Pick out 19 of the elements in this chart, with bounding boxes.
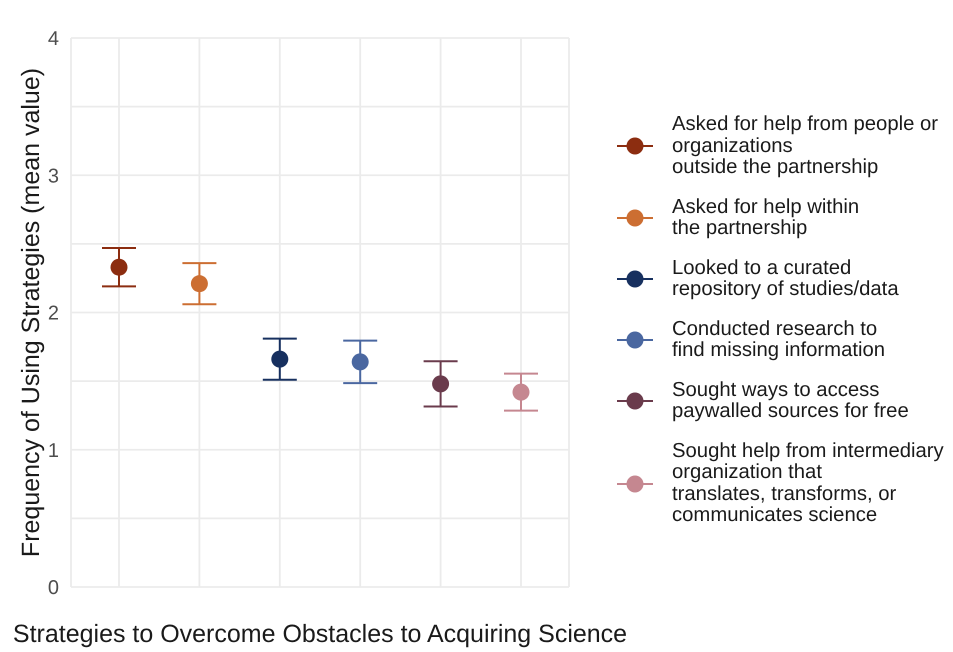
legend-label: Sought ways to access paywalled sources for free xyxy=(672,378,909,422)
point xyxy=(271,350,288,368)
y-tick-label: 3 xyxy=(48,165,59,188)
x-axis-title: Strategies to Overcome Obstacles to Acquiring Science xyxy=(12,619,628,649)
point xyxy=(512,384,530,401)
point xyxy=(190,275,208,292)
legend-label: Asked for help from people or organizations outside the partnership xyxy=(672,113,938,178)
y-axis-title: Frequency of Using Strategies (mean value) xyxy=(16,68,45,558)
y-tick-label: 2 xyxy=(48,302,59,325)
point xyxy=(110,258,128,276)
legend-label: Conducted research to find missing information xyxy=(672,318,886,362)
point xyxy=(352,353,369,370)
legend-label: Sought help from intermediary organization that translates, transforms, or communicates science xyxy=(672,440,944,526)
legend-label: Looked to a curated repository of studies/data xyxy=(672,256,899,300)
y-tick-label: 4 xyxy=(48,28,59,50)
point xyxy=(432,375,450,392)
legend-label: Asked for help within the partnership xyxy=(672,196,860,240)
y-tick-label: 0 xyxy=(48,577,59,600)
y-tick-label: 1 xyxy=(48,440,59,462)
